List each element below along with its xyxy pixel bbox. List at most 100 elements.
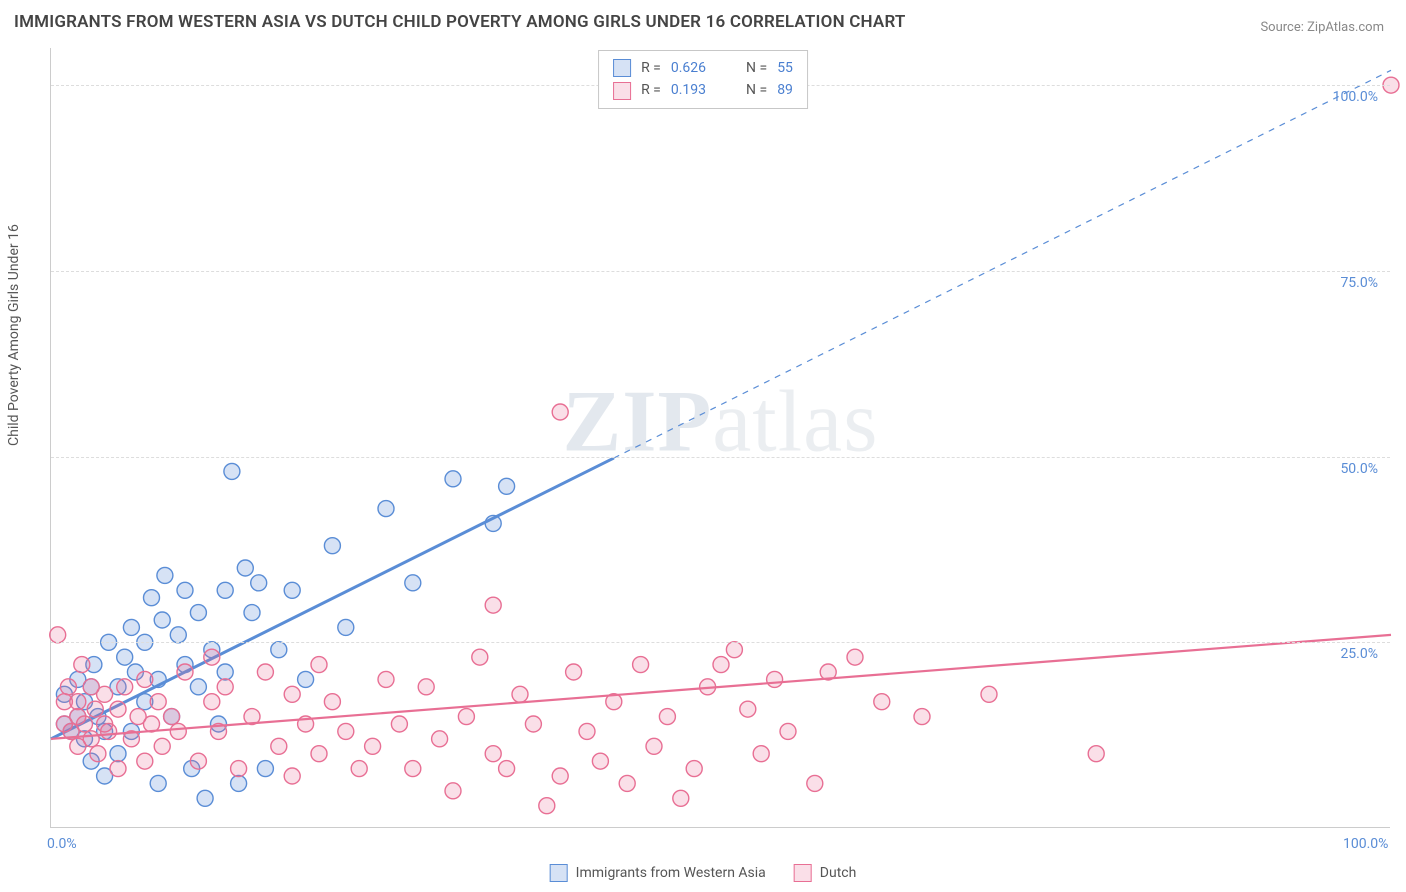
data-point: [525, 716, 541, 732]
data-point: [190, 753, 206, 769]
data-point: [190, 679, 206, 695]
legend-swatch: [613, 82, 631, 100]
data-point: [83, 731, 99, 747]
data-point: [726, 642, 742, 658]
series-legend: Immigrants from Western Asia Dutch: [550, 864, 857, 882]
data-point: [110, 761, 126, 777]
data-point: [405, 575, 421, 591]
data-point: [197, 790, 213, 806]
data-point: [251, 575, 267, 591]
data-point: [499, 478, 515, 494]
y-tick-label: 75.0%: [1340, 275, 1378, 291]
legend-n-value: 89: [777, 79, 793, 101]
data-point: [204, 649, 220, 665]
legend-r-label: R =: [641, 79, 661, 101]
data-point: [673, 790, 689, 806]
data-point: [70, 694, 86, 710]
data-point: [391, 716, 407, 732]
data-point: [231, 775, 247, 791]
scatter-svg: [51, 48, 1390, 827]
grid-line: [51, 457, 1390, 458]
data-point: [445, 783, 461, 799]
data-point: [271, 642, 287, 658]
data-point: [445, 471, 461, 487]
data-point: [324, 538, 340, 554]
data-point: [154, 612, 170, 628]
trend-line-dashed: [614, 70, 1391, 458]
data-point: [190, 605, 206, 621]
data-point: [271, 738, 287, 754]
chart-plot-area: ZIPatlas 25.0%50.0%75.0%100.0%0.0%100.0%: [50, 48, 1390, 828]
data-point: [713, 657, 729, 673]
data-point: [177, 582, 193, 598]
data-point: [485, 746, 501, 762]
data-point: [97, 686, 113, 702]
data-point: [981, 686, 997, 702]
chart-title: IMMIGRANTS FROM WESTERN ASIA VS DUTCH CH…: [14, 12, 906, 32]
x-tick-label: 100.0%: [1343, 836, 1388, 852]
data-point: [418, 679, 434, 695]
data-point: [740, 701, 756, 717]
legend-n-label: N =: [746, 57, 767, 79]
data-point: [74, 657, 90, 673]
data-point: [50, 627, 66, 643]
source-name: ZipAtlas.com: [1307, 20, 1384, 35]
data-point: [874, 694, 890, 710]
series-legend-item: Immigrants from Western Asia: [550, 864, 766, 882]
data-point: [512, 686, 528, 702]
data-point: [646, 738, 662, 754]
data-point: [566, 664, 582, 680]
data-point: [144, 590, 160, 606]
data-point: [150, 775, 166, 791]
data-point: [154, 738, 170, 754]
data-point: [224, 463, 240, 479]
data-point: [217, 679, 233, 695]
data-point: [298, 671, 314, 687]
data-point: [177, 664, 193, 680]
data-point: [539, 798, 555, 814]
data-point: [499, 761, 515, 777]
legend-r-label: R =: [641, 57, 661, 79]
data-point: [231, 761, 247, 777]
legend-n-value: 55: [777, 57, 793, 79]
data-point: [485, 597, 501, 613]
data-point: [150, 694, 166, 710]
data-point: [338, 723, 354, 739]
data-point: [619, 775, 635, 791]
data-point: [472, 649, 488, 665]
data-point: [87, 701, 103, 717]
legend-swatch: [613, 59, 631, 77]
data-point: [244, 605, 260, 621]
data-point: [170, 627, 186, 643]
y-tick-label: 50.0%: [1340, 461, 1378, 477]
y-tick-label: 25.0%: [1340, 646, 1378, 662]
legend-swatch: [794, 864, 812, 882]
data-point: [807, 775, 823, 791]
y-tick-label: 100.0%: [1333, 89, 1378, 105]
data-point: [552, 768, 568, 784]
legend-swatch: [550, 864, 568, 882]
legend-n-label: N =: [746, 79, 767, 101]
data-point: [767, 671, 783, 687]
data-point: [338, 619, 354, 635]
data-point: [137, 671, 153, 687]
data-point: [365, 738, 381, 754]
data-point: [77, 716, 93, 732]
data-point: [324, 694, 340, 710]
series-legend-item: Dutch: [794, 864, 857, 882]
legend-r-value: 0.626: [671, 57, 706, 79]
data-point: [217, 664, 233, 680]
legend-r-value: 0.193: [671, 79, 706, 101]
data-point: [237, 560, 253, 576]
data-point: [378, 671, 394, 687]
data-point: [432, 731, 448, 747]
data-point: [60, 679, 76, 695]
data-point: [170, 723, 186, 739]
data-point: [204, 694, 220, 710]
data-point: [110, 746, 126, 762]
data-point: [117, 649, 133, 665]
series-legend-label: Dutch: [820, 865, 857, 881]
data-point: [284, 686, 300, 702]
source-attribution: Source: ZipAtlas.com: [1260, 20, 1384, 35]
data-point: [405, 761, 421, 777]
